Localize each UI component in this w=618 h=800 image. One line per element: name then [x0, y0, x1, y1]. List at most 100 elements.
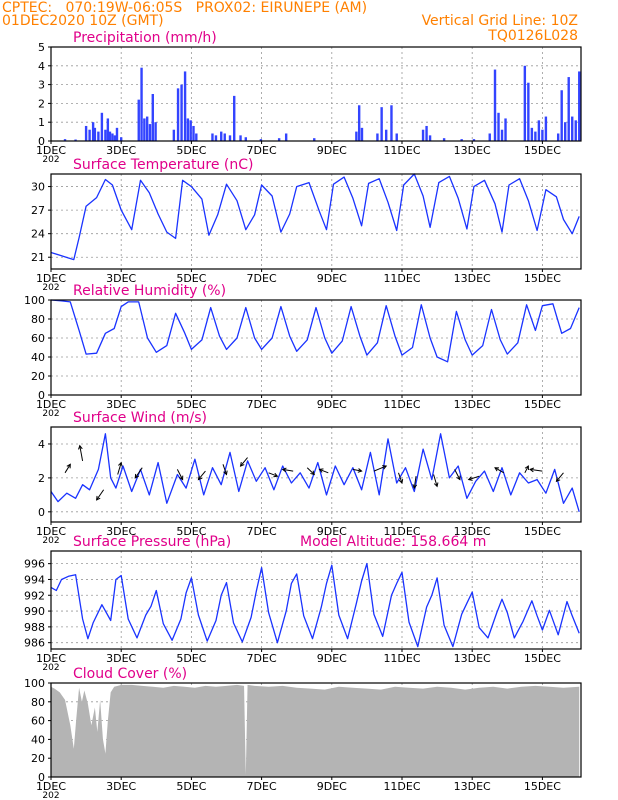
wind-ytick-label: 0	[38, 506, 45, 519]
temp-series-line	[50, 173, 580, 261]
temp-xtick-label: 11DEC	[383, 272, 420, 285]
cloud-xtick-label: 15DEC	[524, 780, 561, 793]
wind-vector-arrowhead	[398, 478, 404, 484]
precip-bar	[176, 88, 180, 141]
wind-vector-arrow	[222, 464, 227, 475]
rh-frame	[50, 299, 582, 396]
header-model-id: TQ0126L028	[487, 28, 578, 44]
precip-bar	[360, 127, 364, 141]
wind-ytick-label: 2	[38, 472, 45, 485]
precip-bar	[192, 125, 195, 141]
wind-vector-arrow	[352, 468, 362, 472]
precip-bar	[115, 127, 119, 141]
cloud-panel: 0 20 40 60 80 100 1DEC 3DEC 5DEC 7DEC 9DEC 11DEC 13D…	[24, 666, 582, 800]
precip-bar	[428, 135, 432, 141]
precip-bar	[541, 129, 544, 141]
precip-bar	[376, 133, 379, 141]
precip-bar	[220, 131, 223, 141]
precip-bar	[228, 135, 232, 141]
wind-vector-arrowhead	[467, 476, 473, 481]
pressure-xtick-label: 13DEC	[454, 652, 491, 665]
pressure-panel: 986 988 990 992 994 996 1DEC 3DEC 5DEC 7DEC 9DEC 11…	[24, 534, 582, 673]
wind-xtick-label: 11DEC	[383, 525, 420, 538]
wind-series-line	[50, 433, 580, 512]
wind-vector-arrow	[79, 445, 84, 462]
rh-series-line	[50, 299, 580, 363]
precip-bar	[88, 129, 91, 141]
pressure-xtick-label: 3DEC	[106, 652, 136, 665]
precip-bar	[148, 124, 152, 141]
wind-xtick-label: 5DEC	[176, 525, 206, 538]
precip-bar	[284, 133, 288, 141]
cloud-xtick-label: 11DEC	[383, 780, 420, 793]
precip-xtick-label: 9DEC	[317, 144, 347, 157]
rh-xtick-label: 15DEC	[524, 398, 561, 411]
precip-bar	[211, 133, 214, 141]
wind-vector-arrow	[413, 476, 417, 489]
wind-vector-arrowhead	[524, 465, 529, 471]
wind-vector-arrow	[268, 472, 278, 477]
precip-ytick-label: 2	[38, 97, 45, 110]
precip-bar	[488, 133, 491, 141]
precip-bar	[180, 84, 183, 141]
pressure-ytick-label: 994	[24, 573, 45, 586]
rh-year-label: 202	[42, 409, 59, 419]
wind-vector-arrowhead	[412, 484, 418, 490]
precip-xtick-label: 15DEC	[524, 144, 561, 157]
rh-ytick-label: 0	[38, 389, 45, 402]
precip-bar	[111, 133, 114, 141]
wind-ytick-label: 4	[38, 438, 45, 451]
precip-bar	[571, 116, 574, 141]
cloud-xtick-label: 5DEC	[176, 780, 206, 793]
precip-bar	[355, 131, 358, 141]
precip-xtick-label: 11DEC	[383, 144, 420, 157]
precip-xtick-label: 1DEC	[36, 144, 66, 157]
cloud-ytick-label: 20	[31, 752, 45, 765]
precip-bar	[145, 116, 149, 141]
precip-bar	[84, 125, 88, 141]
precip-bar	[537, 120, 541, 141]
cloud-ytick-label: 60	[31, 715, 45, 728]
rh-xtick-label: 11DEC	[383, 398, 420, 411]
precip-bar	[108, 131, 112, 141]
cloud-xtick-label: 1DEC	[36, 780, 66, 793]
wind-vector-arrowhead	[281, 467, 287, 473]
precip-bar	[93, 127, 97, 141]
pressure-ytick-label: 996	[24, 558, 45, 571]
pressure-xtick-label: 1DEC	[36, 652, 66, 665]
cloud-xtick-label: 13DEC	[454, 780, 491, 793]
wind-vector-arrowhead	[66, 463, 71, 469]
precip-bar	[104, 129, 107, 141]
cloud-ytick-label: 0	[38, 771, 45, 784]
rh-title: Relative Humidity (%)	[73, 283, 226, 299]
precip-bar	[244, 137, 248, 141]
wind-vector-arrow	[198, 470, 206, 480]
rh-ytick-label: 20	[31, 370, 45, 383]
rh-xtick-label: 7DEC	[247, 398, 277, 411]
temp-ytick-label: 24	[31, 228, 45, 241]
precip-bar	[560, 90, 563, 141]
pressure-ytick-label: 990	[24, 605, 45, 618]
precip-bar	[425, 125, 428, 141]
rh-ytick-label: 40	[31, 351, 45, 364]
precip-ytick-label: 5	[38, 41, 45, 54]
precip-bar	[556, 133, 560, 141]
precip-bar	[233, 95, 236, 141]
precip-bar	[74, 139, 77, 141]
wind-vector-arrowhead	[456, 475, 461, 481]
precip-bar	[567, 77, 570, 141]
pressure-ytick-label: 986	[24, 637, 45, 650]
rh-panel: 0 20 40 60 80 100 1DEC 3DEC 5DEC 7DEC 9DEC 11DEC 13D…	[24, 283, 582, 419]
precip-bar	[113, 135, 117, 141]
precip-bar	[151, 94, 154, 141]
precip-bar	[527, 82, 530, 141]
precip-bar	[564, 122, 567, 141]
precip-bar	[100, 112, 104, 141]
precip-bar	[523, 65, 527, 141]
wind-year-label: 202	[42, 536, 59, 546]
precip-ytick-label: 3	[38, 79, 45, 92]
wind-frame	[50, 426, 582, 523]
wind-vector-arrowhead	[494, 467, 500, 472]
precip-bar	[143, 118, 146, 141]
